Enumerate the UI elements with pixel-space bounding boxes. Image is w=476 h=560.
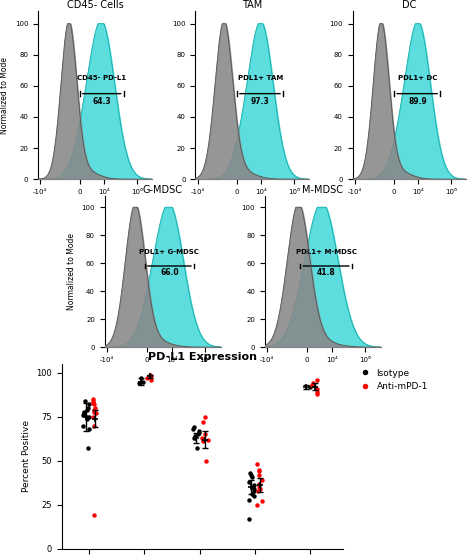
Legend: Isotype, Anti-mPD-1: Isotype, Anti-mPD-1 bbox=[356, 368, 428, 391]
Text: 89.9: 89.9 bbox=[408, 97, 427, 106]
Y-axis label: Normalized to Mode: Normalized to Mode bbox=[67, 233, 76, 310]
Text: PDL1+ G-MDSC: PDL1+ G-MDSC bbox=[139, 249, 199, 255]
Y-axis label: Percent Positive: Percent Positive bbox=[22, 421, 31, 492]
Text: 66.0: 66.0 bbox=[160, 268, 178, 277]
Text: 41.8: 41.8 bbox=[317, 268, 336, 277]
Text: PDL1+ TAM: PDL1+ TAM bbox=[238, 75, 283, 81]
Title: G-MDSC: G-MDSC bbox=[143, 185, 183, 195]
Text: PDL1+ M-MDSC: PDL1+ M-MDSC bbox=[296, 249, 357, 255]
Title: DC: DC bbox=[402, 1, 416, 11]
Title: CD45- Cells: CD45- Cells bbox=[67, 1, 123, 11]
Y-axis label: Normalized to Mode: Normalized to Mode bbox=[0, 57, 10, 134]
Text: CD45- PD-L1: CD45- PD-L1 bbox=[77, 75, 126, 81]
Title: M-MDSC: M-MDSC bbox=[302, 185, 343, 195]
Text: 97.3: 97.3 bbox=[251, 97, 269, 106]
Text: PDL1+ DC: PDL1+ DC bbox=[398, 75, 437, 81]
Title: PD-L1 Expression: PD-L1 Expression bbox=[148, 352, 257, 362]
Title: TAM: TAM bbox=[242, 1, 262, 11]
Text: 64.3: 64.3 bbox=[92, 97, 111, 106]
